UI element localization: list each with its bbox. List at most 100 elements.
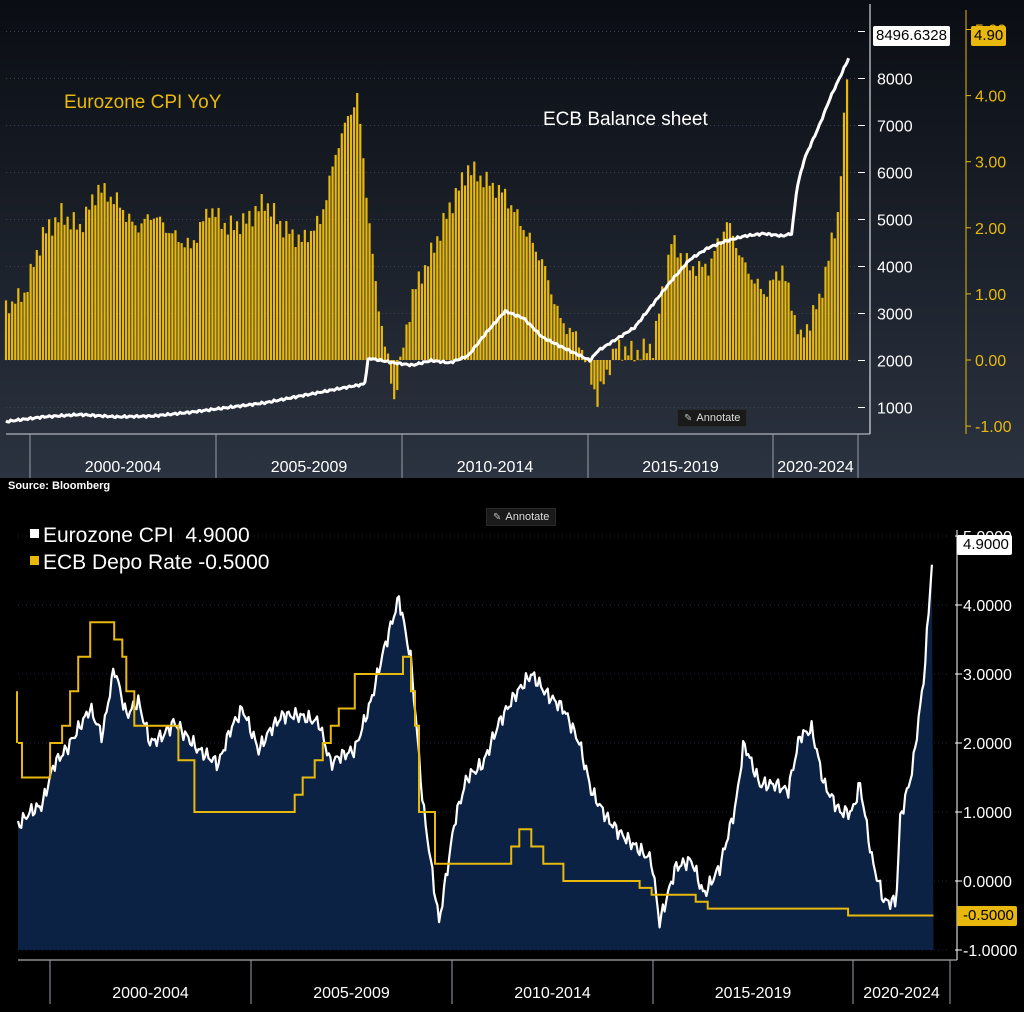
bottom-right-axis-tick-label: 3.0000 (963, 667, 1012, 684)
cpi-bar (507, 208, 510, 360)
top-right-axis-tick-label: 0.00 (975, 353, 1006, 370)
cpi-bar (152, 218, 155, 360)
cpi-bar (673, 235, 676, 360)
cpi-bar (500, 192, 504, 360)
cpi-bar (140, 223, 143, 360)
bottom-x-axis-label: 2005-2009 (313, 985, 390, 1002)
top-x-axis-label: 2015-2019 (642, 459, 719, 476)
cpi-bar (571, 332, 574, 360)
cpi-bar (842, 112, 846, 360)
cpi-bar (365, 197, 368, 360)
cpi-bar (303, 229, 306, 360)
cpi-bar (460, 172, 464, 360)
top-series-label-cpi: Eurozone CPI YoY (64, 92, 222, 113)
cpi-bar (704, 263, 707, 360)
cpi-bar (593, 360, 596, 390)
cpi-bar (171, 233, 174, 360)
annotate-button-bottom[interactable]: ✎ Annotate (486, 508, 557, 526)
cpi-bar (731, 235, 735, 360)
cpi-bar (553, 304, 556, 360)
cpi-bar (54, 217, 57, 360)
legend-cpi-value: 4.9000 (185, 524, 250, 547)
cpi-bar (390, 360, 393, 384)
cpi-bar (162, 222, 165, 360)
cpi-bar (725, 222, 729, 360)
cpi-bar (285, 221, 288, 360)
cpi-bar (88, 209, 91, 360)
cpi-bar (334, 154, 337, 360)
cpi-bar (836, 211, 839, 360)
cpi-bar (753, 283, 756, 360)
cpi-bar (29, 263, 32, 360)
cpi-bar (11, 301, 14, 360)
cpi-bar (741, 257, 744, 360)
cpi-bar (282, 237, 285, 360)
cpi-bar (359, 123, 362, 360)
cpi-bar (257, 211, 260, 360)
legend-depo-value: -0.5000 (198, 551, 270, 574)
cpi-bar (297, 234, 300, 360)
bottom-right-axis-tick-label: 4.0000 (963, 598, 1012, 615)
cpi-bar (442, 212, 445, 360)
cpi-bar (790, 310, 793, 360)
cpi-bar (479, 175, 482, 360)
cpi-bar (707, 275, 710, 360)
cpi-bar (319, 223, 322, 360)
cpi-bar (399, 356, 402, 360)
cpi-bar (654, 320, 658, 360)
top-right-axis-tick-label: 3.00 (975, 155, 1006, 172)
cpi-bar (744, 262, 747, 360)
cpi-bar (738, 255, 741, 360)
cpi-bar (537, 260, 541, 360)
top-x-axis-label: 2020-2024 (777, 459, 854, 476)
cpi-bar (103, 183, 106, 360)
cpi-bar (349, 114, 353, 360)
cpi-bar (784, 281, 787, 360)
cpi-bar (69, 229, 72, 360)
cpi-bar (309, 230, 313, 360)
cpi-bar (417, 271, 420, 360)
cpi-bar (371, 253, 374, 360)
cpi-bar (137, 232, 140, 360)
cpi-bar (316, 215, 319, 360)
cpi-bar (540, 259, 544, 360)
top-right-axis-tick-label: 1.00 (975, 287, 1006, 304)
cpi-bar (550, 294, 553, 360)
cpi-bar (633, 360, 636, 362)
cpi-bar (467, 165, 470, 360)
cpi-bar (322, 209, 325, 360)
cpi-bar (522, 230, 525, 360)
cpi-bar (189, 248, 192, 360)
cpi-bar (291, 229, 294, 360)
cpi-bar (605, 360, 608, 370)
cpi-bar (716, 238, 719, 360)
cpi-bar (568, 327, 571, 360)
cpi-bar (377, 311, 380, 360)
top-right-axis-tick-label: -1.00 (975, 419, 1012, 436)
cpi-bar (337, 148, 340, 360)
cpi-bar (494, 197, 497, 360)
cpi-bar (325, 200, 328, 360)
cpi-bar (621, 359, 624, 361)
cpi-bar (812, 305, 815, 360)
cpi-bar (112, 204, 115, 360)
cpi-bar (544, 266, 547, 360)
cpi-bar (100, 192, 103, 360)
cpi-bar (445, 218, 448, 360)
annotate-button-top[interactable]: ✎ Annotate (677, 409, 748, 427)
cpi-bar (386, 353, 390, 360)
cpi-bar (436, 236, 439, 360)
cpi-bar (128, 213, 131, 360)
cpi-bar (91, 194, 94, 360)
cpi-bar (121, 209, 125, 360)
cpi-bar (735, 247, 738, 360)
cpi-bar (756, 278, 759, 360)
cpi-bar (63, 224, 66, 360)
cpi-bar (470, 175, 473, 360)
cpi-bar (106, 201, 109, 360)
cpi-bar (177, 242, 180, 360)
cpi-bar (405, 324, 408, 360)
cpi-bar (81, 232, 85, 360)
cpi-bar (51, 235, 54, 360)
annotate-label: Annotate (505, 511, 550, 523)
